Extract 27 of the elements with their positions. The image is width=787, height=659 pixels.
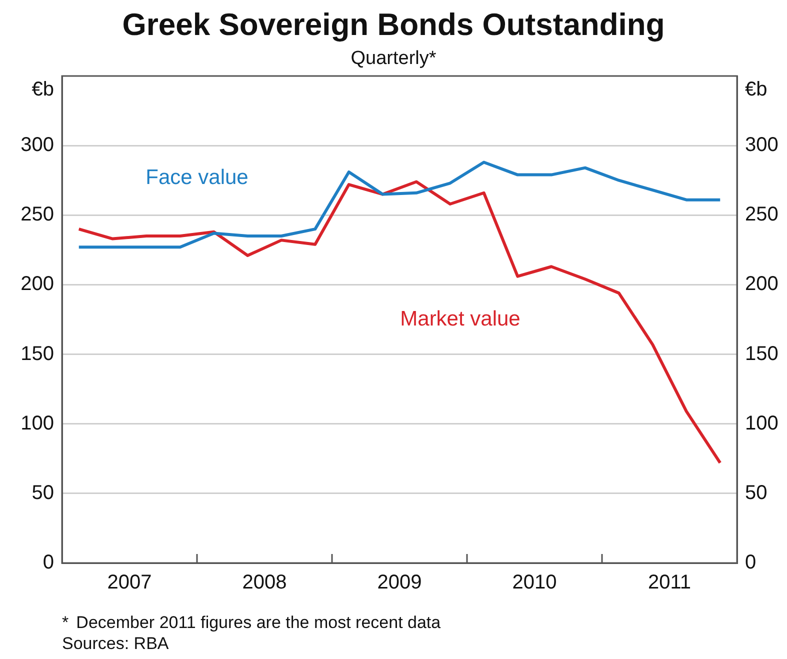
y-tick-label: 50 bbox=[32, 482, 54, 504]
y-tick-label: 0 bbox=[42, 552, 54, 574]
x-tick-label: 2009 bbox=[377, 572, 422, 594]
y-tick-label: 150 bbox=[20, 342, 54, 365]
y2-tick-label: 200 bbox=[745, 273, 778, 296]
y2-tick-label: 50 bbox=[745, 482, 768, 504]
x-tick-label: 2008 bbox=[242, 572, 287, 594]
chart-subtitle: Quarterly* bbox=[350, 48, 437, 69]
x-tick-label: 2007 bbox=[107, 572, 152, 594]
series-label: Market value bbox=[400, 307, 520, 330]
y-tick-label: 300 bbox=[20, 134, 54, 156]
y2-axis-title: €b bbox=[745, 78, 768, 101]
x-tick-label: 2010 bbox=[512, 572, 557, 594]
y-tick-label: 200 bbox=[20, 273, 54, 296]
y-tick-label: 250 bbox=[20, 204, 54, 226]
x-tick-label: 2011 bbox=[648, 572, 692, 594]
text: * December 2011 figures are the most recent data bbox=[62, 612, 441, 633]
y-axis-title: €b bbox=[32, 78, 54, 101]
y2-tick-label: 250 bbox=[745, 204, 778, 226]
source-note: Sources: RBA bbox=[62, 633, 170, 654]
y2-tick-label: 300 bbox=[745, 134, 778, 156]
y2-tick-label: 0 bbox=[745, 552, 756, 574]
y2-tick-label: 150 bbox=[745, 342, 778, 365]
text: Face value bbox=[146, 166, 248, 190]
y-tick-label: 100 bbox=[20, 412, 54, 434]
y2-tick-label: 100 bbox=[745, 412, 778, 434]
chart-title: Greek Sovereign Bonds Outstanding bbox=[122, 7, 665, 42]
